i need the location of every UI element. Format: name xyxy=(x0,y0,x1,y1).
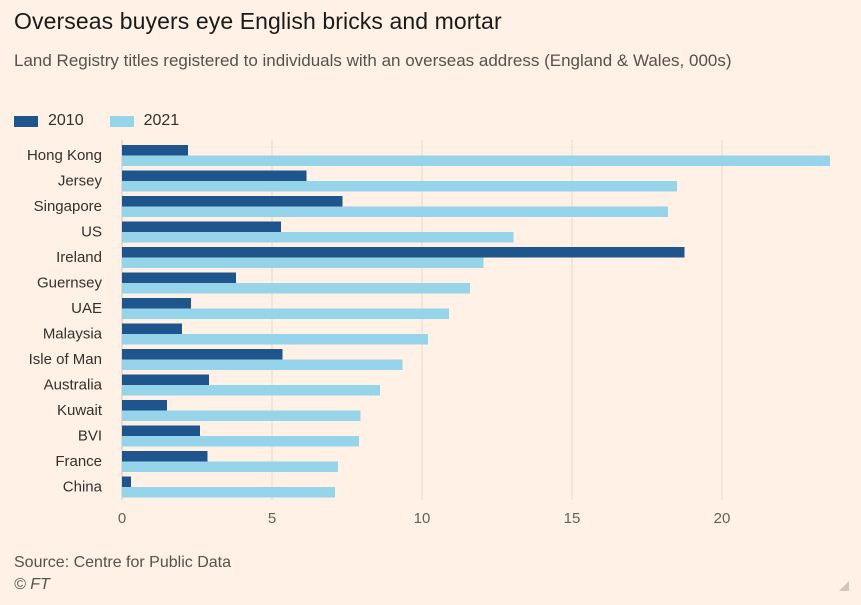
bar-2010 xyxy=(122,425,200,436)
bar-2010 xyxy=(122,272,236,283)
bar-2010 xyxy=(122,400,167,411)
bar-2010 xyxy=(122,374,209,385)
chart-subtitle: Land Registry titles registered to indiv… xyxy=(14,51,732,70)
bar-2021 xyxy=(122,232,514,243)
bar-2021 xyxy=(122,206,668,217)
bar-2010 xyxy=(122,196,343,207)
bar-2010 xyxy=(122,298,191,309)
bar-2010 xyxy=(122,145,188,156)
legend-swatch-2010 xyxy=(14,115,38,127)
bar-2010 xyxy=(122,349,283,360)
category-label: Singapore xyxy=(34,198,102,215)
category-label: Malaysia xyxy=(43,326,103,343)
legend-swatch-2021 xyxy=(109,115,134,127)
legend: 2010 2021 xyxy=(14,112,205,130)
x-tick-label: 10 xyxy=(414,510,431,527)
category-label: Guernsey xyxy=(37,275,103,292)
bar-2021 xyxy=(122,308,449,319)
bar-2021 xyxy=(122,410,361,421)
source-note: Source: Centre for Public Data xyxy=(14,554,231,571)
bar-2021 xyxy=(122,283,470,294)
category-label: Kuwait xyxy=(57,402,103,419)
legend-label-2010: 2010 xyxy=(48,112,84,129)
bar-2021 xyxy=(122,487,335,498)
bar-2021 xyxy=(122,359,403,370)
category-label: China xyxy=(63,479,103,496)
category-label: France xyxy=(55,453,102,470)
category-label: US xyxy=(81,224,102,241)
legend-item-2021: 2021 xyxy=(109,112,180,130)
category-label: UAE xyxy=(71,300,102,317)
category-label: Hong Kong xyxy=(27,147,102,164)
bar-2021 xyxy=(122,181,677,192)
x-tick-label: 15 xyxy=(564,510,581,527)
bar-2010 xyxy=(122,476,131,487)
legend-item-2010: 2010 xyxy=(14,112,84,130)
copyright-note: © FT xyxy=(14,576,50,593)
category-label: Ireland xyxy=(56,249,102,266)
x-tick-label: 5 xyxy=(268,510,276,527)
bar-2010 xyxy=(122,247,685,258)
category-label: Isle of Man xyxy=(29,351,102,368)
bar-2021 xyxy=(122,257,484,268)
bar-2021 xyxy=(122,334,428,345)
category-label: BVI xyxy=(78,428,102,445)
bar-2010 xyxy=(122,451,208,462)
category-label: Australia xyxy=(44,377,103,394)
bar-2021 xyxy=(122,436,359,447)
bar-2010 xyxy=(122,221,281,232)
resize-handle-icon[interactable] xyxy=(839,581,849,591)
x-tick-label: 20 xyxy=(714,510,731,527)
bar-2010 xyxy=(122,323,182,334)
bar-2010 xyxy=(122,170,307,181)
x-tick-label: 0 xyxy=(118,510,126,527)
bar-2021 xyxy=(122,461,338,472)
category-label: Jersey xyxy=(58,173,103,190)
bar-2021 xyxy=(122,385,380,396)
chart-title: Overseas buyers eye English bricks and m… xyxy=(14,8,502,34)
legend-label-2021: 2021 xyxy=(143,112,180,129)
bar-2021 xyxy=(122,155,830,166)
